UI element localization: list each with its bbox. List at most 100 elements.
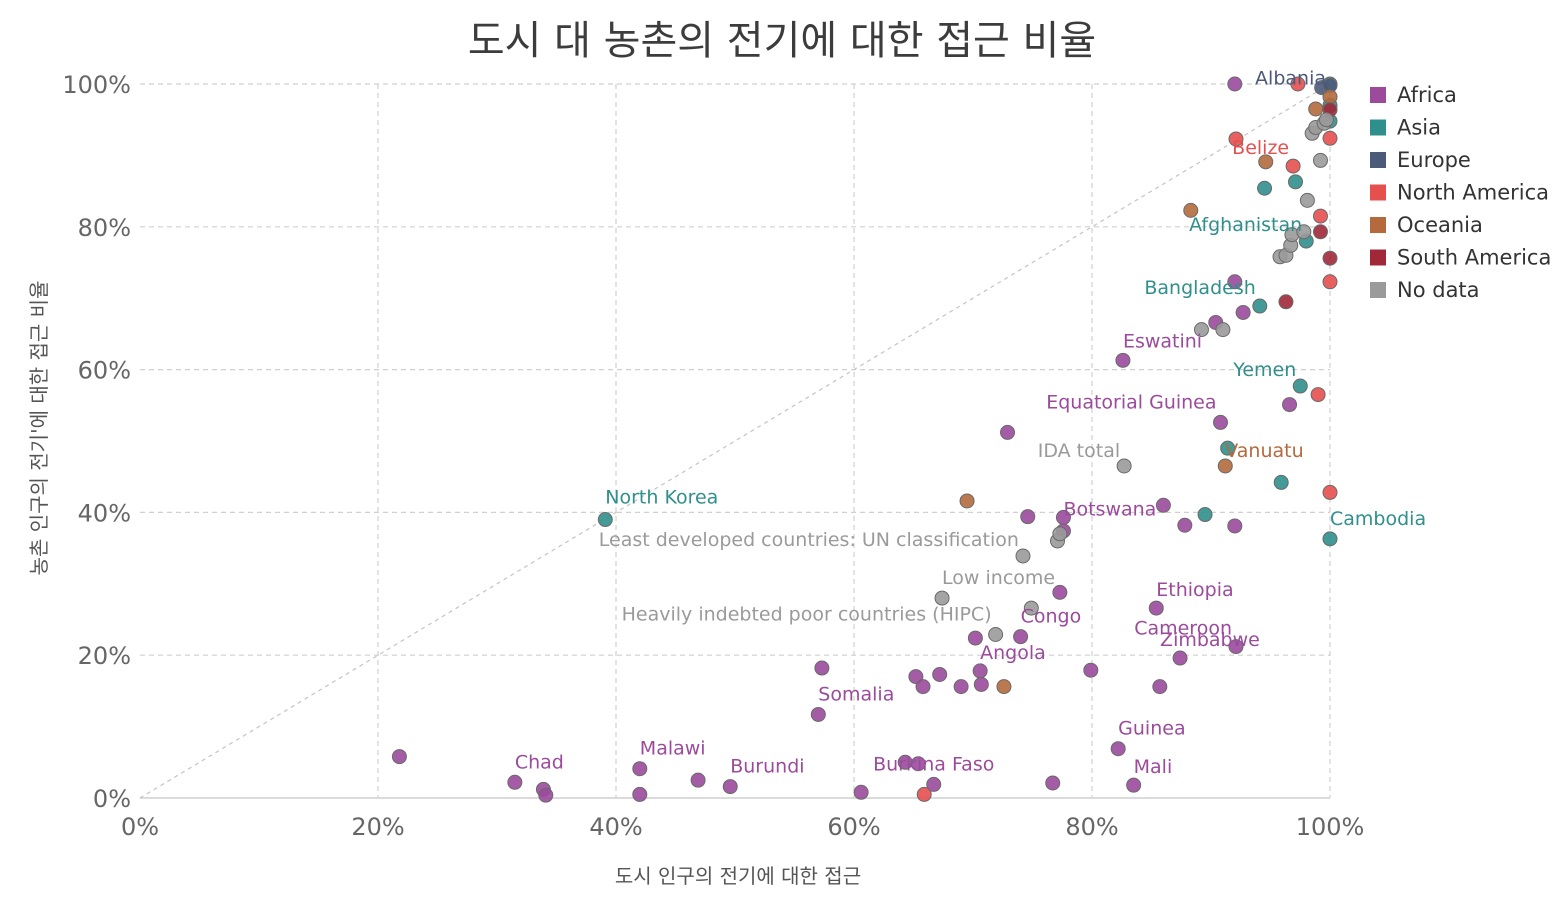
y-tick-label: 100%: [62, 71, 131, 99]
legend-swatch-africa: [1370, 87, 1386, 103]
point-label: Mali: [1134, 756, 1173, 778]
data-point-no-data: [988, 626, 1004, 642]
point-label: IDA total: [1038, 440, 1120, 462]
point-label: Eswatini: [1123, 330, 1202, 352]
data-point-asia: [1220, 440, 1236, 456]
x-tick-label: 80%: [1065, 813, 1118, 841]
data-point-no-data: [1015, 548, 1031, 564]
data-point-oceania: [1217, 458, 1233, 474]
reference-diagonal: [139, 83, 1331, 799]
point-label: Guinea: [1118, 718, 1185, 740]
data-point-north-america: [1322, 130, 1338, 146]
data-point-north-america: [1310, 387, 1326, 403]
data-point-asia: [1322, 531, 1338, 547]
y-tick-label: 60%: [78, 357, 131, 385]
data-point-africa: [814, 660, 830, 676]
data-point-asia: [1273, 474, 1289, 490]
legend-label-africa: Africa: [1397, 83, 1457, 107]
data-point-south-america: [1312, 224, 1328, 240]
grid-lines: [140, 83, 1331, 798]
legend-swatch-north-america: [1370, 184, 1386, 201]
data-point-africa: [632, 761, 648, 777]
legend-swatch-europe: [1370, 152, 1386, 168]
data-point-no-data: [1023, 600, 1039, 616]
legend-swatch-no-data: [1370, 282, 1386, 298]
data-point-africa: [1126, 777, 1142, 793]
data-point-africa: [690, 772, 706, 788]
data-points: [391, 76, 1338, 803]
data-point-africa: [973, 676, 989, 692]
y-tick-label: 20%: [78, 642, 131, 670]
legend-label-oceania: Oceania: [1397, 213, 1483, 237]
data-point-no-data: [1296, 224, 1312, 240]
data-point-north-america: [1312, 208, 1328, 224]
data-point-asia: [1292, 378, 1308, 394]
data-point-africa: [1148, 600, 1164, 616]
data-point-africa: [972, 663, 988, 679]
data-point-north-america: [1290, 76, 1306, 92]
point-label: North Korea: [605, 487, 718, 509]
data-point-africa: [953, 679, 969, 695]
x-tick-label: 20%: [351, 813, 404, 841]
y-tick-label: 80%: [78, 214, 131, 242]
point-label: Chad: [515, 751, 564, 773]
legend-label-asia: Asia: [1397, 116, 1441, 140]
legend-label-south-america: South America: [1397, 246, 1551, 270]
data-point-north-america: [916, 786, 932, 802]
data-point-africa: [1235, 304, 1251, 320]
data-point-oceania: [959, 493, 975, 509]
data-point-oceania: [1308, 101, 1324, 117]
data-point-north-america: [1228, 131, 1244, 147]
legend: Africa Asia Europe North America Oceania Sout…: [1370, 83, 1551, 302]
data-point-africa: [1177, 517, 1193, 533]
point-label: Burundi: [730, 756, 804, 778]
data-point-oceania: [1258, 154, 1274, 170]
point-label: Cameroon: [1134, 618, 1232, 640]
y-axis-ticks: 0% 20% 40% 60% 80% 100%: [62, 71, 131, 813]
point-label: Yemen: [1232, 359, 1296, 381]
point-label: Congo: [1021, 606, 1082, 628]
data-point-oceania: [1183, 202, 1199, 218]
point-label: Cambodia: [1330, 508, 1426, 530]
point-label: Equatorial Guinea: [1046, 391, 1216, 413]
data-point-south-america: [1278, 294, 1294, 310]
data-point-africa: [810, 706, 826, 722]
y-tick-label: 40%: [78, 499, 131, 527]
x-tick-label: 0%: [121, 813, 159, 841]
data-point-africa: [1013, 629, 1029, 645]
data-point-no-data: [1312, 152, 1328, 168]
data-point-oceania: [1322, 89, 1338, 105]
x-tick-label: 100%: [1296, 813, 1365, 841]
data-point-africa: [1227, 274, 1243, 290]
data-point-africa: [1020, 509, 1036, 525]
data-point-africa: [1227, 76, 1243, 92]
data-point-africa: [1083, 662, 1099, 678]
data-point-asia: [1252, 298, 1268, 314]
data-point-africa: [1052, 584, 1068, 600]
data-point-north-america: [1322, 484, 1338, 500]
data-point-africa: [967, 630, 983, 646]
data-point-north-america: [1322, 274, 1338, 290]
legend-swatch-asia: [1370, 119, 1386, 136]
data-point-no-data: [1215, 322, 1231, 338]
data-point-africa: [1000, 424, 1016, 440]
data-point-africa: [1152, 679, 1168, 695]
legend-label-europe: Europe: [1397, 148, 1471, 172]
data-point-no-data: [1193, 322, 1209, 338]
data-point-africa: [722, 779, 738, 795]
data-point-africa: [910, 756, 926, 772]
data-point-south-america: [1322, 250, 1338, 266]
data-point-africa: [1228, 639, 1244, 655]
data-point-africa: [1282, 397, 1298, 413]
data-point-no-data: [1052, 526, 1068, 542]
point-label: Vanuatu: [1225, 440, 1303, 462]
point-label: Bangladesh: [1144, 277, 1255, 299]
data-point-africa: [932, 666, 948, 682]
data-point-africa: [926, 776, 942, 792]
data-point-africa: [1213, 414, 1229, 430]
data-point-asia: [1257, 180, 1273, 196]
data-point-africa: [538, 787, 554, 803]
legend-swatch-oceania: [1370, 217, 1386, 233]
data-point-africa: [632, 786, 648, 802]
